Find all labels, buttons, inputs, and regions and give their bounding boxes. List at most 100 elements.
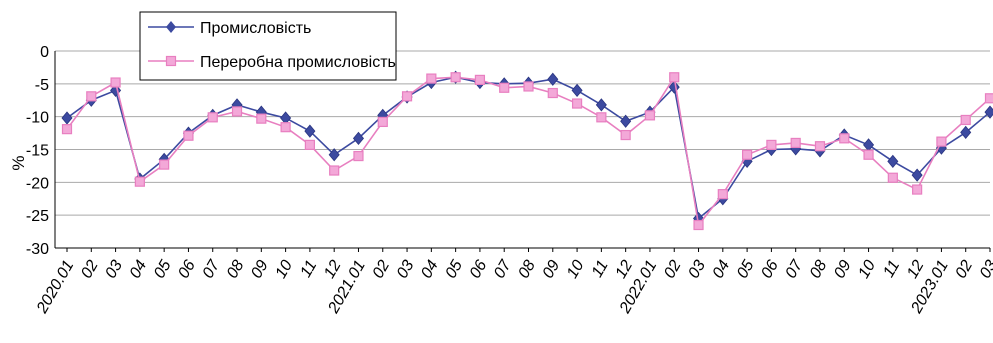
x-tick-label: 05 (151, 257, 175, 281)
x-tick-label: 11 (589, 258, 612, 281)
x-tick-label: 04 (710, 257, 734, 281)
data-point (911, 168, 923, 182)
data-point (839, 133, 850, 144)
series-line (66, 75, 991, 227)
x-tick-label: 04 (418, 257, 442, 281)
data-point (499, 82, 510, 93)
data-point (231, 106, 243, 117)
legend-label: Переробна промисловість (200, 54, 396, 71)
y-tick-label: -30 (26, 241, 49, 258)
data-point (960, 114, 971, 126)
x-tick-label: 09 (540, 257, 564, 281)
x-tick-label: 07 (491, 257, 515, 282)
data-point (304, 139, 315, 151)
data-point (450, 72, 461, 83)
data-point (595, 98, 607, 112)
data-point (960, 125, 972, 140)
data-point (571, 98, 583, 109)
data-point (256, 113, 267, 124)
data-point (936, 136, 947, 147)
data-point (134, 176, 145, 187)
x-tick-label: 08 (515, 257, 539, 281)
x-tick-label: 11 (880, 258, 903, 281)
data-point (401, 91, 413, 102)
data-point (547, 72, 559, 86)
data-point (86, 91, 97, 102)
x-tick-label: 03 (394, 257, 418, 281)
data-point (352, 131, 364, 145)
series-2 (61, 72, 993, 231)
data-point (814, 141, 826, 152)
x-tick-label: 12 (613, 257, 637, 281)
x-tick-label: 03 (685, 257, 709, 281)
data-point (693, 219, 704, 231)
data-point (280, 122, 291, 133)
data-point (547, 87, 558, 99)
x-tick-label: 2020.01 (33, 258, 77, 317)
legend-label: Промисловість (200, 20, 311, 37)
data-point (183, 130, 194, 141)
data-point (207, 112, 218, 123)
data-point (328, 148, 340, 162)
data-point (644, 110, 656, 121)
x-tick-label: 02 (953, 257, 977, 281)
data-point (571, 83, 583, 98)
legend-marker (165, 55, 177, 67)
x-tick-label: 09 (248, 257, 272, 281)
x-tick-label: 03 (102, 257, 126, 281)
data-point (159, 159, 170, 170)
data-point (596, 112, 607, 123)
x-tick-label: 10 (855, 257, 879, 281)
x-tick-label: 08 (224, 257, 248, 281)
data-point (304, 124, 316, 138)
x-tick-label: 08 (807, 257, 831, 281)
x-tick-label: 06 (467, 257, 491, 281)
y-tick-label: -25 (26, 208, 49, 225)
x-tick-label: 10 (272, 257, 296, 281)
data-point (110, 77, 121, 88)
x-tick-label: 12 (321, 257, 345, 281)
x-tick-label: 11 (297, 258, 320, 281)
x-tick-label: 02 (78, 257, 102, 281)
data-point (61, 124, 73, 135)
y-tick-label: -5 (35, 77, 49, 94)
x-tick-label: 10 (564, 257, 588, 281)
y-axis-ticks: 0 -5 -10 -15 -20 -25 -30 (26, 44, 49, 258)
y-tick-label: 0 (40, 44, 49, 61)
data-point (766, 139, 777, 151)
legend-marker (166, 21, 176, 33)
x-tick-label: 02 (661, 257, 685, 281)
data-point (984, 105, 993, 119)
data-point (669, 72, 680, 83)
x-tick-label: 04 (127, 257, 151, 281)
legend-box (139, 11, 397, 81)
data-point (912, 184, 923, 195)
data-point (523, 81, 534, 92)
data-point (620, 129, 631, 141)
data-point (620, 114, 632, 128)
x-tick-label: 07 (200, 257, 224, 282)
data-point (426, 73, 437, 84)
data-point (353, 150, 364, 162)
x-tick-label: 03 (977, 257, 993, 281)
data-point (984, 93, 993, 104)
series-line (66, 76, 991, 220)
series-group (61, 70, 993, 231)
x-tick-label: 06 (175, 257, 199, 281)
y-tick-label: -10 (26, 110, 49, 127)
x-tick-label: 07 (783, 257, 807, 282)
data-point (61, 111, 73, 125)
data-point (474, 74, 486, 85)
axes (54, 51, 990, 249)
y-tick-label: -15 (26, 143, 49, 160)
data-point (377, 116, 388, 128)
data-point (742, 149, 753, 160)
x-tick-label: 02 (370, 257, 394, 281)
x-tick-label: 06 (758, 257, 782, 281)
data-point (717, 189, 728, 200)
data-point (329, 165, 340, 176)
x-tick-label: 05 (734, 257, 758, 281)
x-tick-label: 09 (831, 257, 855, 281)
